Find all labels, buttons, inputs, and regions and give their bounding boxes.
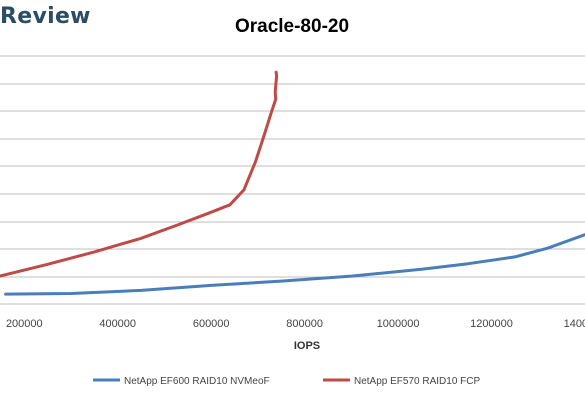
chart-title: Oracle-80-20	[235, 16, 349, 37]
brand-logo-text: Review	[0, 4, 91, 29]
x-axis-ticks: 200000 400000 600000 800000 1000000 1200000 14…	[6, 318, 585, 330]
x-tick-label: 400000	[99, 318, 136, 330]
series-line-1	[4, 233, 585, 296]
x-tick-label: 800000	[286, 318, 323, 330]
legend: NetApp EF600 RAID10 NVMeoF NetApp EF570 R…	[93, 376, 480, 387]
x-tick-label: 1200000	[470, 318, 513, 330]
x-tick-label: 200000	[6, 318, 43, 330]
legend-label-2: NetApp EF570 RAID10 FCP	[354, 376, 480, 387]
x-tick-label: 600000	[193, 318, 230, 330]
legend-label-1: NetApp EF600 RAID10 NVMeoF	[124, 376, 270, 387]
x-tick-label: 1400000	[564, 318, 585, 330]
series-group	[0, 70, 585, 296]
x-axis-label: IOPS	[294, 340, 320, 352]
gridlines	[0, 55, 585, 305]
series-line-2	[0, 70, 279, 278]
x-tick-label: 1000000	[377, 318, 420, 330]
